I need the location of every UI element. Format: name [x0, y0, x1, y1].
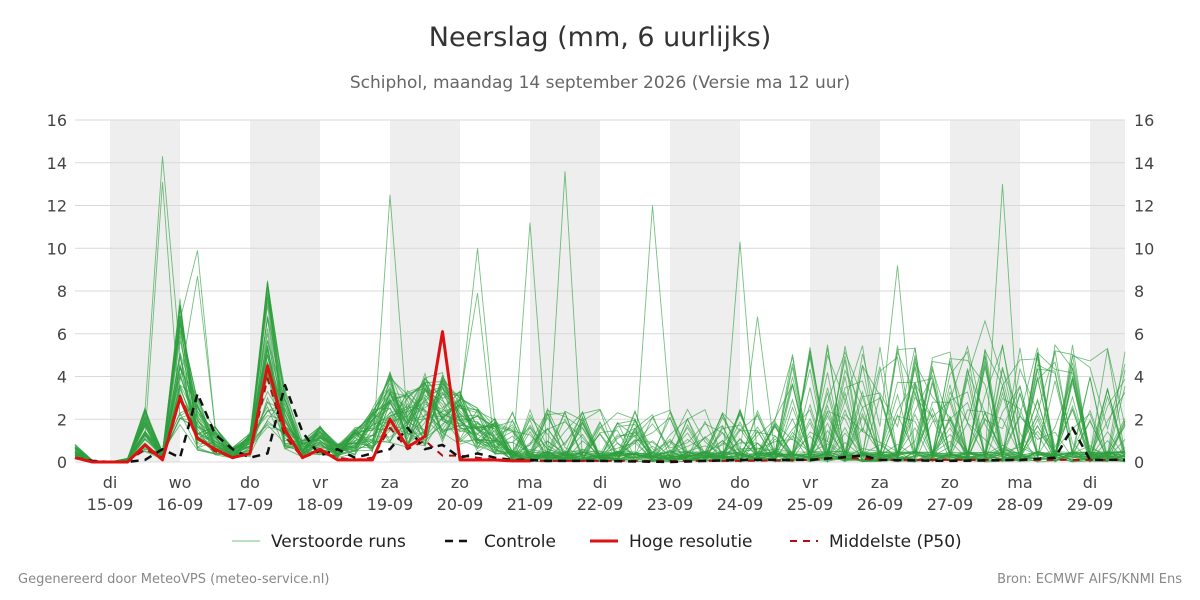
x-tick-date: 29-09	[1067, 495, 1114, 514]
x-tick-day: vr	[802, 473, 818, 492]
y-tick-label-right: 14	[1134, 154, 1154, 173]
legend-label-median: Middelste (P50)	[829, 532, 962, 552]
x-tick-day: do	[730, 473, 750, 492]
x-tick-date: 23-09	[647, 495, 694, 514]
legend-label-hires: Hoge resolutie	[629, 532, 753, 552]
y-tick-label-left: 14	[47, 154, 67, 173]
y-tick-label-right: 16	[1134, 111, 1154, 130]
footer-source: Bron: ECMWF AIFS/KNMI Ens	[997, 572, 1182, 587]
x-tick-date: 20-09	[437, 495, 484, 514]
y-tick-label-left: 10	[47, 239, 67, 258]
chart-title: Neerslag (mm, 6 uurlijks)	[428, 22, 772, 53]
x-tick-date: 21-09	[507, 495, 554, 514]
x-tick-day: ma	[1007, 473, 1032, 492]
x-tick-date: 19-09	[367, 495, 414, 514]
plot-area	[74, 156, 1126, 464]
x-tick-date: 26-09	[857, 495, 904, 514]
legend-label-perturbed: Verstoorde runs	[271, 532, 406, 552]
y-tick-label-right: 8	[1134, 282, 1144, 301]
x-tick-day: wo	[169, 473, 192, 492]
y-tick-label-right: 4	[1134, 368, 1144, 387]
y-tick-label-right: 10	[1134, 239, 1154, 258]
y-tick-label-left: 8	[57, 282, 67, 301]
x-tick-day: di	[1083, 473, 1098, 492]
x-tick-date: 28-09	[997, 495, 1044, 514]
x-tick-date: 22-09	[577, 495, 624, 514]
legend-label-control: Controle	[484, 532, 556, 552]
y-axis-left: 0 2 4 6 8 10 12 14 16	[47, 111, 67, 472]
x-tick-date: 27-09	[927, 495, 974, 514]
x-axis: di 15-09 wo 16-09 do 17-09 vr 18-09 za 19-09 zo 20-…	[87, 473, 1114, 514]
x-tick-day: ma	[517, 473, 542, 492]
x-tick-date: 17-09	[227, 495, 274, 514]
legend: Verstoorde runs Controle Hoge resolutie Mid…	[232, 532, 962, 552]
x-tick-day: wo	[659, 473, 682, 492]
x-tick-date: 15-09	[87, 495, 134, 514]
x-tick-date: 24-09	[717, 495, 764, 514]
y-tick-label-left: 6	[57, 325, 67, 344]
y-tick-label-left: 12	[47, 197, 67, 216]
x-tick-date: 25-09	[787, 495, 834, 514]
x-tick-day: zo	[941, 473, 959, 492]
y-tick-label-left: 2	[57, 410, 67, 429]
control-line	[74, 383, 1125, 464]
y-tick-label-right: 12	[1134, 197, 1154, 216]
x-tick-day: di	[103, 473, 118, 492]
x-tick-day: zo	[451, 473, 469, 492]
y-tick-label-right: 6	[1134, 325, 1144, 344]
x-tick-day: za	[871, 473, 889, 492]
y-axis-right: 0 2 4 6 8 10 12 14 16	[1134, 111, 1154, 472]
y-tick-label-left: 16	[47, 111, 67, 130]
perturbed-run-line	[74, 352, 1126, 463]
chart-subtitle: Schiphol, maandag 14 september 2026 (Ver…	[349, 73, 851, 93]
x-tick-day: vr	[312, 473, 328, 492]
y-tick-label-left: 4	[57, 368, 67, 387]
footer-generator: Gegenereerd door MeteoVPS (meteo-service…	[18, 572, 330, 587]
x-tick-day: do	[240, 473, 260, 492]
y-tick-label-left: 0	[57, 453, 67, 472]
x-tick-day: za	[381, 473, 399, 492]
y-tick-label-right: 0	[1134, 453, 1144, 472]
x-tick-date: 18-09	[297, 495, 344, 514]
x-tick-date: 16-09	[157, 495, 204, 514]
perturbed-run-line	[74, 297, 1126, 463]
hires-line	[74, 330, 530, 464]
x-tick-day: di	[593, 473, 608, 492]
y-tick-label-right: 2	[1134, 410, 1144, 429]
